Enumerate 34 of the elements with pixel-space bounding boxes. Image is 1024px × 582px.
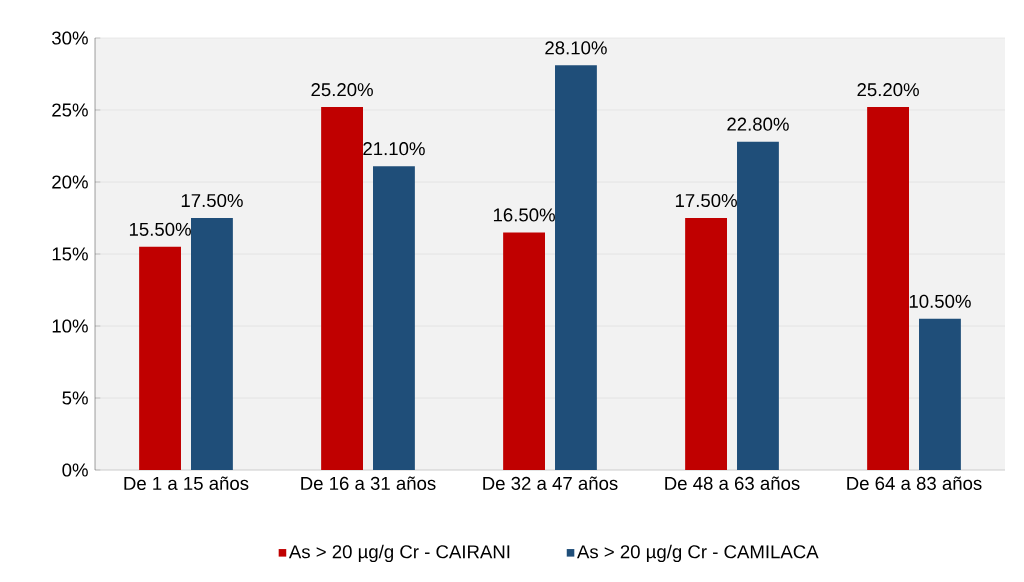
data-label: 15.50%	[129, 222, 191, 236]
bar	[503, 232, 545, 470]
y-tick-label: 25%	[52, 103, 88, 117]
bar	[685, 218, 728, 470]
data-label: 28.10%	[545, 41, 607, 55]
data-label: 17.50%	[181, 193, 243, 208]
data-label: 16.50%	[493, 208, 555, 222]
x-tick-label: De 48 a 63 años	[665, 476, 800, 490]
data-label: 25.20%	[311, 83, 373, 97]
data-label: 10.50%	[909, 294, 971, 308]
y-tick-label: 5%	[62, 391, 88, 405]
data-label: 22.80%	[727, 117, 789, 131]
bar	[919, 318, 961, 470]
y-tick-label: 0%	[62, 463, 88, 477]
bar	[191, 218, 233, 470]
legend-label: As > 20 µg/g Cr - CAIRANI	[288, 544, 510, 563]
y-tick-label: 20%	[52, 175, 88, 189]
x-tick-label: De 16 a 31 años	[301, 476, 436, 490]
bar	[737, 141, 779, 470]
bar	[139, 246, 181, 470]
x-tick-label: De 32 a 47 años	[483, 476, 618, 490]
data-label: 21.10%	[363, 142, 425, 156]
y-tick-label: 10%	[52, 319, 88, 333]
x-tick-label: De 64 a 83 años	[847, 476, 982, 490]
data-label: 17.50%	[675, 193, 737, 208]
bar	[373, 166, 415, 470]
bar	[555, 65, 597, 470]
y-tick-label: 15%	[52, 247, 88, 261]
bar	[867, 107, 910, 470]
x-tick-label: De 1 a 15 años	[124, 476, 249, 490]
bar	[321, 107, 363, 470]
y-tick-label: 30%	[52, 31, 88, 45]
legend-label: As > 20 µg/g Cr - CAMILACA	[577, 544, 819, 563]
data-label: 25.20%	[857, 83, 919, 97]
